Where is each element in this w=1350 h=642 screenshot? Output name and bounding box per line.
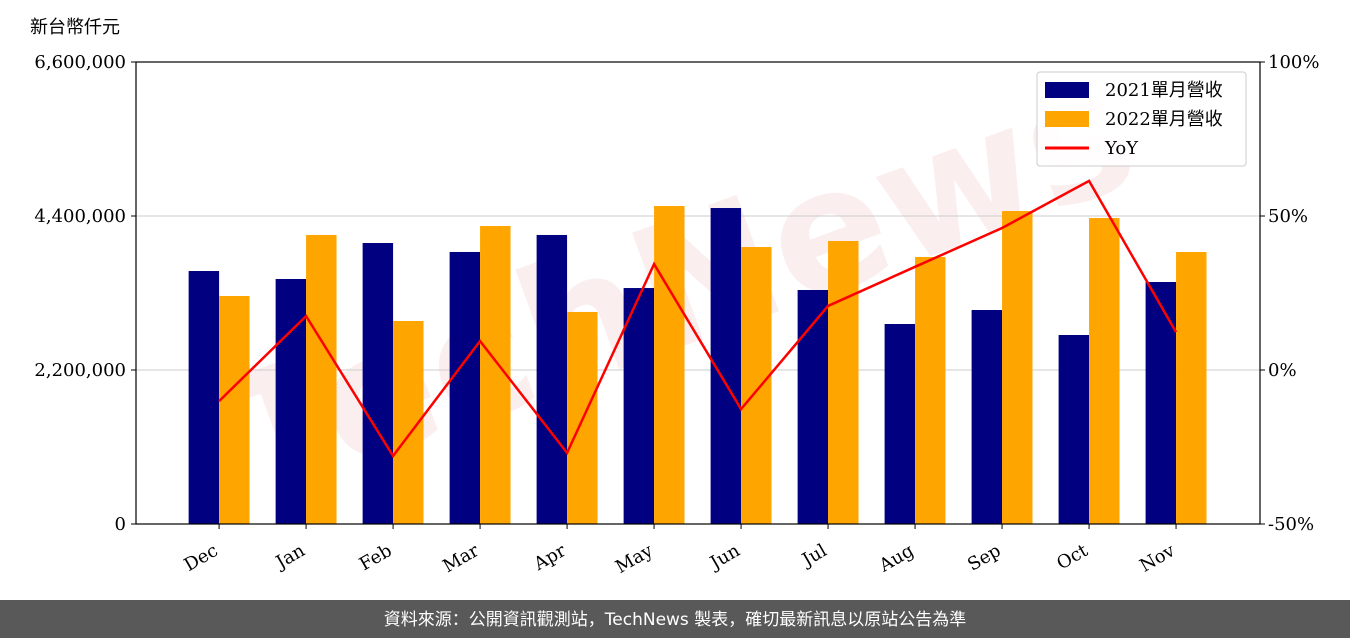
- y2-tick-label: -50%: [1268, 514, 1314, 535]
- x-tick-label: Aug: [875, 540, 918, 577]
- y-tick-label: 4,400,000: [34, 206, 126, 227]
- yoy-line: [218, 179, 1178, 459]
- bar: [1176, 251, 1207, 525]
- bar: [1002, 211, 1033, 524]
- bar: [623, 288, 655, 524]
- y-tick-label: 6,600,000: [34, 52, 126, 73]
- footer: 資料來源：公開資訊觀測站，TechNews 製表，確切最新訊息以原站公告為準: [384, 610, 966, 630]
- bar: [741, 247, 772, 524]
- y2-tick-label: 0%: [1268, 360, 1297, 381]
- x-tick-label: May: [612, 540, 657, 578]
- x-tick-label: Jul: [797, 540, 831, 572]
- bar: [449, 251, 481, 525]
- y-axis-label: 新台幣仟元: [30, 17, 120, 38]
- bar: [654, 205, 685, 525]
- x-tick-label: Dec: [181, 540, 222, 576]
- bar: [188, 271, 220, 524]
- bar: [1058, 335, 1090, 524]
- bar: [797, 289, 829, 524]
- bar: [828, 240, 859, 525]
- x-tick-label: Nov: [1136, 540, 1179, 577]
- bar: [1089, 218, 1120, 524]
- bar: [275, 279, 307, 524]
- bar: [884, 324, 916, 524]
- y-tick-label: 0: [115, 514, 126, 535]
- legend-box: [1036, 71, 1247, 167]
- x-tick-label: Feb: [356, 540, 396, 575]
- x-tick-label: Apr: [530, 540, 570, 575]
- legend-label: 2022單月營收: [1105, 109, 1223, 130]
- bar: [915, 257, 946, 524]
- x-tick-label: Sep: [964, 540, 1004, 575]
- bar: [362, 243, 394, 524]
- bar: [306, 234, 337, 524]
- x-tick-label: Jan: [271, 540, 309, 574]
- legend-label: YoY: [1104, 138, 1139, 159]
- bar: [219, 296, 250, 524]
- y2-tick-label: 100%: [1268, 52, 1319, 73]
- legend-swatch: [1045, 111, 1089, 127]
- y-tick-label: 2,200,000: [34, 360, 126, 381]
- bar: [536, 234, 568, 524]
- footer-bar: [0, 600, 1350, 638]
- legend-label: 2021單月營收: [1105, 80, 1223, 101]
- legend-swatch: [1045, 82, 1089, 98]
- bar: [971, 310, 1003, 524]
- y2-tick-label: 50%: [1268, 206, 1308, 227]
- x-tick-label: Oct: [1053, 540, 1092, 575]
- x-tick-label: Jun: [705, 540, 744, 575]
- x-tick-label: Mar: [439, 540, 483, 577]
- bar: [1145, 282, 1177, 524]
- plot-frame: [135, 61, 1261, 525]
